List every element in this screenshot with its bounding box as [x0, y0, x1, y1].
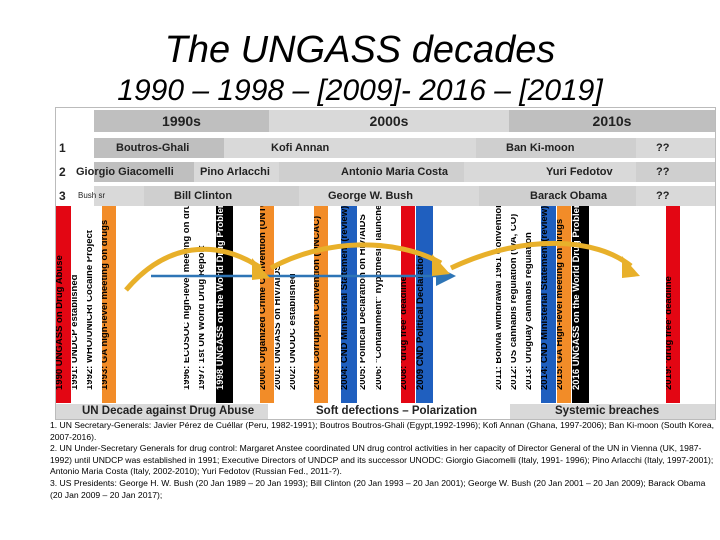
event-label: 2016 UNGASS on the World Drug Problem — [572, 206, 582, 390]
event-label: 2013: Uruguay cannabis regulation — [526, 232, 534, 390]
event-label: 1998 UNGASS on the World Drug Problem — [216, 206, 226, 390]
label-ban-ki-moon: Ban Ki-moon — [506, 142, 575, 154]
timeline-figure: 1990s 2000s 2010s 1 Boutros-Ghali Kofi A… — [55, 107, 716, 420]
event-label: 2005: Political Declaration on HIV/AIDS — [360, 214, 368, 390]
sg-band-boutros-ghali — [94, 138, 224, 158]
footer-band-soft-defections: Soft defections – Polarization — [268, 404, 510, 419]
event-bar: 2019: 'drug free' deadline — [666, 206, 680, 403]
label-bush-sr: Bush sr — [78, 191, 106, 200]
event-bar: 1991: UNDCP established — [72, 206, 86, 403]
event-label: 2006: "Containment" hypothesis launched — [376, 206, 384, 390]
event-bar: 2003: Corruption Convention (UNCAC) — [314, 206, 328, 403]
ed-band-fedotov — [464, 162, 636, 182]
sg-band-ban — [476, 138, 636, 158]
event-bar: 2011: Bolivia withdrawal 1961 Convention — [496, 206, 510, 403]
row-number-3: 3 — [59, 189, 66, 203]
label-costa: Antonio Maria Costa — [341, 166, 448, 178]
label-boutros-ghali: Boutros-Ghali — [116, 142, 190, 154]
event-label: 2009 CND Political Declaration — [416, 252, 426, 390]
label-arlacchi: Pino Arlacchi — [200, 166, 270, 178]
pres-band-clinton — [144, 186, 299, 206]
event-label: 2000: Organized Crime Convention (UNTOC) — [260, 206, 268, 390]
event-bar: 2002: UNODC established — [290, 206, 304, 403]
footer-band-systemic: Systemic breaches — [510, 404, 715, 419]
event-label: 1991: UNDCP established — [72, 274, 80, 390]
event-label: 1992: WHO/UNICRI Cocaine Project — [87, 230, 95, 390]
event-label: 2012: US cannabis regulation (WA, CO) — [511, 213, 519, 390]
event-bar: 2001: UNGASS on HIV/AIDS — [275, 206, 289, 403]
footnote-1: 1. UN Secretary-Generals: Javier Pérez d… — [50, 420, 714, 442]
event-label: 2001: UNGASS on HIV/AIDS — [275, 264, 283, 390]
event-bar: 2004: CND Ministerial Statement (review) — [341, 206, 357, 403]
event-bar: 2013: Uruguay cannabis regulation — [526, 206, 540, 403]
event-bar: 2008: 'drug free' deadline — [401, 206, 415, 403]
decade-2000s: 2000s — [269, 110, 509, 132]
event-bar: 2000: Organized Crime Convention (UNTOC) — [260, 206, 274, 403]
event-bar: 2016 UNGASS on the World Drug Problem — [572, 206, 589, 403]
gold-arrowhead-right — [622, 256, 640, 278]
event-label: 2004: CND Ministerial Statement (review) — [341, 206, 350, 390]
pres-band-bush — [299, 186, 479, 206]
footnote-3: 3. US Presidents: George H. W. Bush (20 … — [50, 477, 706, 500]
event-bar: 1990 UNGASS on Drug Abuse — [56, 206, 71, 403]
row-number-2: 2 — [59, 165, 66, 179]
event-bar: 1998 UNGASS on the World Drug Problem — [216, 206, 233, 403]
decade-1990s: 1990s — [94, 110, 269, 132]
event-label: 1996: ECOSOC high-level meeting on drugs — [184, 206, 192, 390]
event-label: 2014: CND Ministerial Statement (review) — [541, 206, 550, 390]
gold-arrowhead-mid — [432, 254, 450, 276]
pres-band-bush-sr — [94, 186, 144, 206]
sg-band-unknown — [636, 138, 715, 158]
event-label: 1990 UNGASS on Drug Abuse — [56, 255, 65, 390]
event-bar: 2014: CND Ministerial Statement (review) — [541, 206, 556, 403]
label-kofi-annan: Kofi Annan — [271, 142, 330, 154]
event-bar: 1996: ECOSOC high-level meeting on drugs — [184, 206, 198, 403]
label-fedotov: Yuri Fedotov — [546, 166, 613, 178]
event-bar: 2015: GA High-level meeting on drugs — [557, 206, 571, 403]
footnotes: 1. UN Secretary-Generals: Javier Pérez d… — [50, 420, 718, 501]
event-bar: 2006: "Containment" hypothesis launched — [376, 206, 390, 403]
pres-band-unknown — [636, 186, 715, 206]
label-unknown-sg: ?? — [656, 142, 670, 154]
ed-band-giacomelli — [94, 162, 194, 182]
sg-band-annan — [224, 138, 476, 158]
ed-band-costa — [279, 162, 464, 182]
label-unknown-ed: ?? — [656, 166, 670, 178]
page-title: The UNGASS decades — [164, 29, 556, 71]
ed-band-unknown — [636, 162, 715, 182]
event-label: 1997: 1st UN World Drug Report — [199, 245, 207, 390]
event-bar: 2009 CND Political Declaration — [416, 206, 433, 403]
event-label: 2015: GA High-level meeting on drugs — [557, 218, 565, 390]
event-label: 2019: 'drug free' deadline — [666, 276, 674, 390]
event-label: 2002: UNODC established — [290, 273, 298, 390]
event-label: 1993: GA high-level meeting on drugs — [102, 219, 110, 390]
pres-band-obama — [479, 186, 636, 206]
event-label: 2011: Bolivia withdrawal 1961 Convention — [496, 206, 504, 390]
label-clinton: Bill Clinton — [174, 190, 233, 202]
label-obama: Barack Obama — [530, 190, 608, 202]
event-bar: 2012: US cannabis regulation (WA, CO) — [511, 206, 525, 403]
label-unknown-pres: ?? — [656, 190, 670, 202]
row-number-1: 1 — [59, 141, 66, 155]
event-label: 2003: Corruption Convention (UNCAC) — [314, 215, 322, 390]
event-bar: 1992: WHO/UNICRI Cocaine Project — [87, 206, 101, 403]
event-bar: 1997: 1st UN World Drug Report — [199, 206, 213, 403]
event-label: 2008: 'drug free' deadline — [401, 276, 409, 390]
footer-band-decade: UN Decade against Drug Abuse — [56, 404, 268, 419]
page-subtitle: 1990 – 1998 – [2009]- 2016 – [2019] — [117, 74, 603, 107]
decade-2010s: 2010s — [509, 110, 715, 132]
event-bar: 2005: Political Declaration on HIV/AIDS — [360, 206, 374, 403]
ed-band-arlacchi — [194, 162, 279, 182]
event-bar: 1993: GA high-level meeting on drugs — [102, 206, 116, 403]
footnote-2: 2. UN Under-Secretary Generals for drug … — [50, 443, 714, 477]
label-giacomelli: Giorgio Giacomelli — [76, 166, 174, 178]
label-george-w-bush: George W. Bush — [328, 190, 413, 202]
